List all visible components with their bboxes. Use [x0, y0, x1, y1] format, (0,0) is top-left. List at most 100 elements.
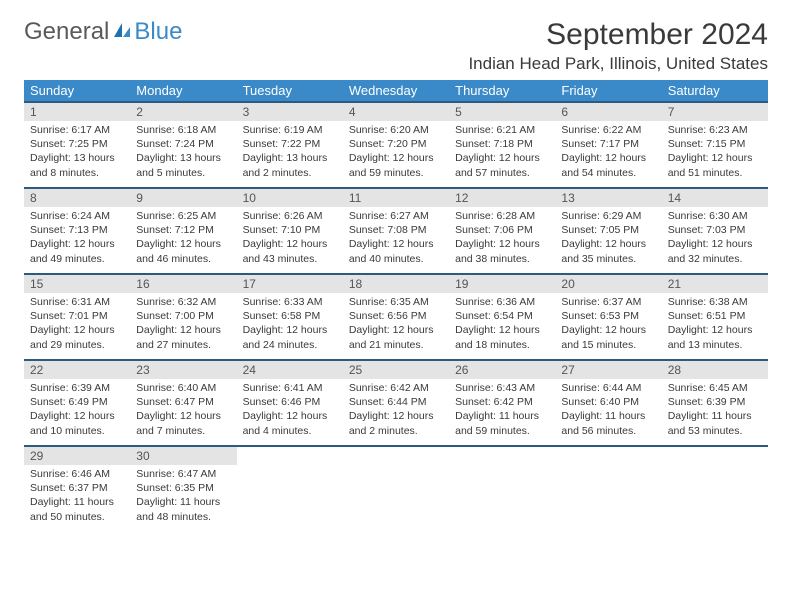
- weekday-header: Saturday: [662, 80, 768, 102]
- calendar-cell: 4Sunrise: 6:20 AMSunset: 7:20 PMDaylight…: [343, 102, 449, 188]
- calendar-cell: 7Sunrise: 6:23 AMSunset: 7:15 PMDaylight…: [662, 102, 768, 188]
- daylight-text: Daylight: 12 hours and 38 minutes.: [455, 237, 549, 265]
- sunset-text: Sunset: 7:22 PM: [243, 137, 337, 151]
- day-details: Sunrise: 6:39 AMSunset: 6:49 PMDaylight:…: [24, 379, 130, 442]
- sunrise-text: Sunrise: 6:42 AM: [349, 381, 443, 395]
- daylight-text: Daylight: 12 hours and 21 minutes.: [349, 323, 443, 351]
- calendar-cell: [449, 446, 555, 532]
- day-details: Sunrise: 6:27 AMSunset: 7:08 PMDaylight:…: [343, 207, 449, 270]
- calendar-cell: 8Sunrise: 6:24 AMSunset: 7:13 PMDaylight…: [24, 188, 130, 274]
- calendar-table: Sunday Monday Tuesday Wednesday Thursday…: [24, 80, 768, 532]
- sunset-text: Sunset: 7:05 PM: [561, 223, 655, 237]
- day-details: Sunrise: 6:29 AMSunset: 7:05 PMDaylight:…: [555, 207, 661, 270]
- calendar-cell: 13Sunrise: 6:29 AMSunset: 7:05 PMDayligh…: [555, 188, 661, 274]
- day-number: 27: [555, 361, 661, 379]
- calendar-cell: 17Sunrise: 6:33 AMSunset: 6:58 PMDayligh…: [237, 274, 343, 360]
- day-details: Sunrise: 6:17 AMSunset: 7:25 PMDaylight:…: [24, 121, 130, 184]
- day-details: Sunrise: 6:23 AMSunset: 7:15 PMDaylight:…: [662, 121, 768, 184]
- calendar-cell: 5Sunrise: 6:21 AMSunset: 7:18 PMDaylight…: [449, 102, 555, 188]
- sunset-text: Sunset: 7:20 PM: [349, 137, 443, 151]
- sunrise-text: Sunrise: 6:28 AM: [455, 209, 549, 223]
- daylight-text: Daylight: 13 hours and 2 minutes.: [243, 151, 337, 179]
- calendar-cell: 26Sunrise: 6:43 AMSunset: 6:42 PMDayligh…: [449, 360, 555, 446]
- day-number: 16: [130, 275, 236, 293]
- day-details: Sunrise: 6:41 AMSunset: 6:46 PMDaylight:…: [237, 379, 343, 442]
- logo-word-blue: Blue: [134, 18, 182, 46]
- calendar-cell: 21Sunrise: 6:38 AMSunset: 6:51 PMDayligh…: [662, 274, 768, 360]
- day-details: Sunrise: 6:40 AMSunset: 6:47 PMDaylight:…: [130, 379, 236, 442]
- day-number: 30: [130, 447, 236, 465]
- calendar-cell: 30Sunrise: 6:47 AMSunset: 6:35 PMDayligh…: [130, 446, 236, 532]
- sunset-text: Sunset: 7:00 PM: [136, 309, 230, 323]
- calendar-cell: 15Sunrise: 6:31 AMSunset: 7:01 PMDayligh…: [24, 274, 130, 360]
- day-details: Sunrise: 6:33 AMSunset: 6:58 PMDaylight:…: [237, 293, 343, 356]
- sunrise-text: Sunrise: 6:36 AM: [455, 295, 549, 309]
- sunset-text: Sunset: 6:47 PM: [136, 395, 230, 409]
- day-details: Sunrise: 6:38 AMSunset: 6:51 PMDaylight:…: [662, 293, 768, 356]
- weekday-header: Friday: [555, 80, 661, 102]
- sunset-text: Sunset: 6:46 PM: [243, 395, 337, 409]
- day-number: 3: [237, 103, 343, 121]
- sunset-text: Sunset: 7:06 PM: [455, 223, 549, 237]
- day-number: 15: [24, 275, 130, 293]
- day-number: 14: [662, 189, 768, 207]
- daylight-text: Daylight: 12 hours and 4 minutes.: [243, 409, 337, 437]
- calendar-cell: 16Sunrise: 6:32 AMSunset: 7:00 PMDayligh…: [130, 274, 236, 360]
- daylight-text: Daylight: 12 hours and 43 minutes.: [243, 237, 337, 265]
- sunset-text: Sunset: 7:08 PM: [349, 223, 443, 237]
- day-details: Sunrise: 6:32 AMSunset: 7:00 PMDaylight:…: [130, 293, 236, 356]
- day-number: 17: [237, 275, 343, 293]
- calendar-cell: 12Sunrise: 6:28 AMSunset: 7:06 PMDayligh…: [449, 188, 555, 274]
- day-number: 21: [662, 275, 768, 293]
- daylight-text: Daylight: 12 hours and 15 minutes.: [561, 323, 655, 351]
- day-number: 25: [343, 361, 449, 379]
- sunrise-text: Sunrise: 6:45 AM: [668, 381, 762, 395]
- day-number: 22: [24, 361, 130, 379]
- sunrise-text: Sunrise: 6:47 AM: [136, 467, 230, 481]
- daylight-text: Daylight: 12 hours and 24 minutes.: [243, 323, 337, 351]
- logo-sail-icon: [112, 18, 132, 46]
- day-number: 4: [343, 103, 449, 121]
- daylight-text: Daylight: 12 hours and 51 minutes.: [668, 151, 762, 179]
- sunrise-text: Sunrise: 6:29 AM: [561, 209, 655, 223]
- month-title: September 2024: [468, 18, 768, 52]
- sunset-text: Sunset: 6:42 PM: [455, 395, 549, 409]
- sunrise-text: Sunrise: 6:17 AM: [30, 123, 124, 137]
- day-number: 9: [130, 189, 236, 207]
- title-block: September 2024 Indian Head Park, Illinoi…: [468, 18, 768, 74]
- day-details: Sunrise: 6:21 AMSunset: 7:18 PMDaylight:…: [449, 121, 555, 184]
- logo: General Blue: [24, 18, 182, 46]
- day-details: Sunrise: 6:22 AMSunset: 7:17 PMDaylight:…: [555, 121, 661, 184]
- day-number: 23: [130, 361, 236, 379]
- day-number: 20: [555, 275, 661, 293]
- sunset-text: Sunset: 7:12 PM: [136, 223, 230, 237]
- sunrise-text: Sunrise: 6:33 AM: [243, 295, 337, 309]
- daylight-text: Daylight: 12 hours and 59 minutes.: [349, 151, 443, 179]
- weekday-header: Sunday: [24, 80, 130, 102]
- sunrise-text: Sunrise: 6:38 AM: [668, 295, 762, 309]
- daylight-text: Daylight: 12 hours and 13 minutes.: [668, 323, 762, 351]
- calendar-cell: 10Sunrise: 6:26 AMSunset: 7:10 PMDayligh…: [237, 188, 343, 274]
- sunrise-text: Sunrise: 6:25 AM: [136, 209, 230, 223]
- day-details: Sunrise: 6:42 AMSunset: 6:44 PMDaylight:…: [343, 379, 449, 442]
- sunset-text: Sunset: 7:01 PM: [30, 309, 124, 323]
- sunrise-text: Sunrise: 6:18 AM: [136, 123, 230, 137]
- day-number: 26: [449, 361, 555, 379]
- sunrise-text: Sunrise: 6:31 AM: [30, 295, 124, 309]
- calendar-cell: 25Sunrise: 6:42 AMSunset: 6:44 PMDayligh…: [343, 360, 449, 446]
- sunrise-text: Sunrise: 6:32 AM: [136, 295, 230, 309]
- day-number: 29: [24, 447, 130, 465]
- day-number: 5: [449, 103, 555, 121]
- calendar-cell: [662, 446, 768, 532]
- day-details: Sunrise: 6:36 AMSunset: 6:54 PMDaylight:…: [449, 293, 555, 356]
- daylight-text: Daylight: 12 hours and 27 minutes.: [136, 323, 230, 351]
- daylight-text: Daylight: 12 hours and 35 minutes.: [561, 237, 655, 265]
- calendar-cell: 6Sunrise: 6:22 AMSunset: 7:17 PMDaylight…: [555, 102, 661, 188]
- sunrise-text: Sunrise: 6:23 AM: [668, 123, 762, 137]
- sunset-text: Sunset: 6:44 PM: [349, 395, 443, 409]
- sunset-text: Sunset: 7:17 PM: [561, 137, 655, 151]
- day-details: Sunrise: 6:20 AMSunset: 7:20 PMDaylight:…: [343, 121, 449, 184]
- day-details: Sunrise: 6:28 AMSunset: 7:06 PMDaylight:…: [449, 207, 555, 270]
- sunset-text: Sunset: 6:51 PM: [668, 309, 762, 323]
- sunset-text: Sunset: 6:49 PM: [30, 395, 124, 409]
